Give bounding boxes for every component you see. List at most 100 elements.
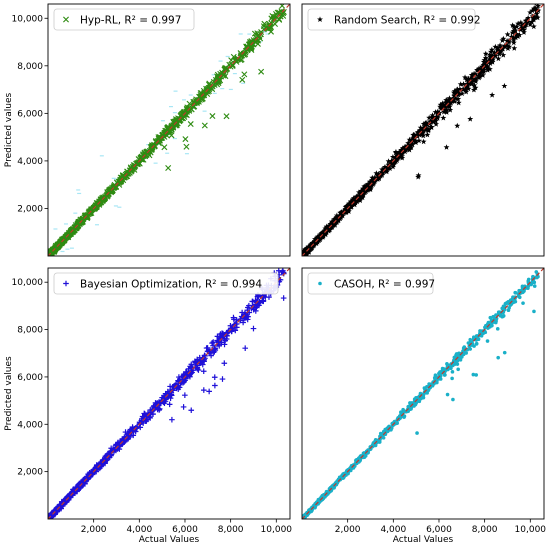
legend-label: Bayesian Optimization, R² = 0.994 <box>80 279 262 291</box>
data-point <box>305 247 312 254</box>
data-point <box>208 352 214 359</box>
stray-mark <box>153 162 158 164</box>
data-point <box>533 10 540 17</box>
data-point <box>468 347 473 351</box>
data-point <box>403 145 410 152</box>
data-point <box>465 76 472 82</box>
x-axis-label: Actual Values <box>393 535 454 545</box>
legend: Hyp-RL, R² = 0.997 <box>53 8 195 31</box>
data-point <box>451 98 458 104</box>
data-point <box>460 81 467 87</box>
y-tick-label: 6,000 <box>17 373 43 383</box>
data-point <box>475 65 482 72</box>
data-point <box>504 37 511 44</box>
data-point <box>513 23 520 30</box>
data-point <box>87 210 94 217</box>
legend-label: Hyp-RL, R² = 0.997 <box>80 15 181 27</box>
legend-label: CASOH, R² = 0.997 <box>334 279 435 291</box>
data-point <box>338 209 345 216</box>
data-point <box>491 49 498 56</box>
data-point <box>471 77 477 83</box>
data-point <box>401 146 408 152</box>
data-point <box>331 216 337 222</box>
data-point <box>522 289 526 293</box>
data-point <box>486 66 493 72</box>
stray-mark <box>184 153 189 155</box>
data-point <box>500 52 507 58</box>
data-point <box>512 27 519 34</box>
data-point <box>342 206 349 213</box>
data-point <box>453 362 457 366</box>
data-point <box>365 182 372 189</box>
data-point <box>75 222 82 229</box>
data-point <box>423 119 430 126</box>
data-point <box>168 391 175 398</box>
data-point <box>472 78 479 84</box>
x-axis-label: Actual Values <box>139 535 200 545</box>
data-point <box>318 281 322 286</box>
data-point <box>333 219 340 225</box>
data-point <box>411 131 418 138</box>
data-point <box>308 241 315 248</box>
data-point <box>373 170 380 176</box>
data-point <box>513 30 520 37</box>
data-point <box>450 376 454 381</box>
x-tick-label: 6,000 <box>172 525 198 535</box>
data-point <box>525 14 532 21</box>
data-point <box>381 165 388 172</box>
data-point <box>443 144 450 150</box>
data-point <box>194 364 201 371</box>
data-point <box>535 274 539 279</box>
data-point <box>167 395 174 401</box>
data-point <box>181 113 188 120</box>
data-point <box>156 135 163 142</box>
data-point <box>319 231 325 237</box>
data-point <box>472 71 479 77</box>
data-point <box>445 392 450 397</box>
data-point <box>262 294 269 300</box>
data-point <box>455 96 462 102</box>
data-point <box>50 246 57 253</box>
data-point <box>490 56 496 62</box>
data-point <box>371 174 378 180</box>
data-point <box>474 342 479 346</box>
data-point <box>402 148 408 155</box>
data-point <box>356 189 362 195</box>
stray-mark <box>247 33 252 35</box>
data-point <box>460 86 467 92</box>
data-point <box>496 355 500 360</box>
data-point <box>117 179 124 186</box>
data-point <box>509 22 516 28</box>
data-point <box>472 75 479 82</box>
plot-area <box>48 4 290 256</box>
data-point <box>495 55 502 62</box>
data-point <box>429 114 436 121</box>
data-point <box>250 325 257 332</box>
data-point <box>495 327 500 331</box>
data-point <box>175 377 181 384</box>
data-point <box>352 196 359 202</box>
data-point <box>458 355 463 360</box>
data-point <box>242 345 249 351</box>
data-point <box>222 73 229 80</box>
data-point <box>330 222 337 228</box>
data-point <box>455 358 460 363</box>
data-series <box>48 4 287 256</box>
data-point <box>469 74 476 81</box>
data-point <box>218 339 224 346</box>
data-point <box>346 200 352 207</box>
data-point <box>452 95 459 101</box>
data-point <box>341 475 346 480</box>
data-point <box>362 189 369 196</box>
data-point <box>147 144 154 151</box>
data-point <box>232 56 239 63</box>
data-point <box>88 210 95 217</box>
data-point <box>271 13 278 20</box>
data-point <box>397 154 404 160</box>
data-point <box>115 439 121 446</box>
y-tick-label: 4,000 <box>17 420 43 430</box>
data-point <box>399 147 406 153</box>
data-point <box>485 339 490 343</box>
data-point <box>389 153 396 160</box>
x-tick-label: 6,000 <box>426 525 452 535</box>
